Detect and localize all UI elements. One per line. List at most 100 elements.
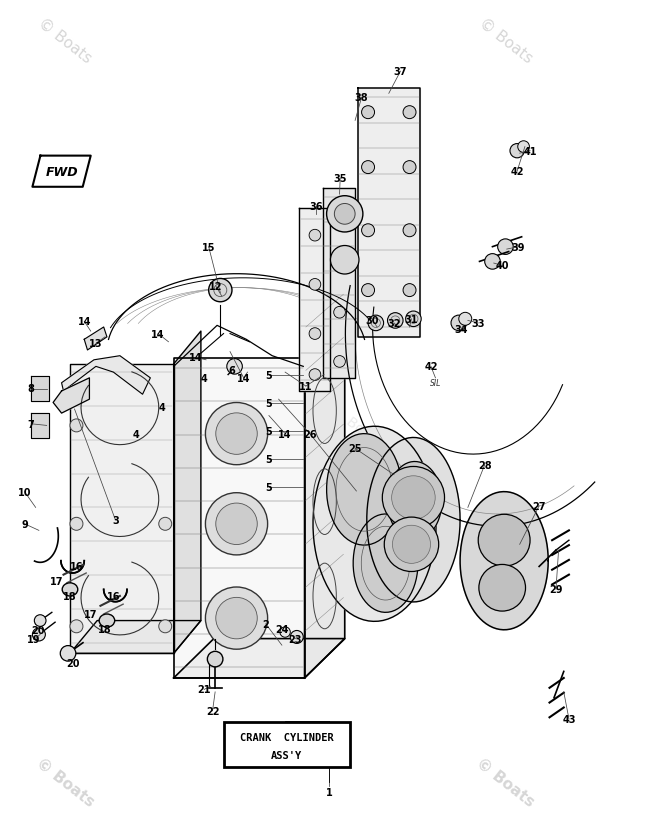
Text: CRANK  CYLINDER: CRANK CYLINDER bbox=[240, 732, 334, 742]
Ellipse shape bbox=[32, 628, 45, 641]
Ellipse shape bbox=[159, 620, 172, 633]
Text: 17: 17 bbox=[84, 609, 97, 619]
Text: 16: 16 bbox=[107, 591, 120, 601]
Ellipse shape bbox=[485, 255, 500, 269]
Text: 4: 4 bbox=[159, 403, 165, 413]
Ellipse shape bbox=[334, 356, 345, 368]
Polygon shape bbox=[460, 492, 548, 630]
Polygon shape bbox=[62, 356, 150, 395]
Ellipse shape bbox=[330, 247, 359, 274]
Polygon shape bbox=[70, 621, 201, 654]
Polygon shape bbox=[313, 427, 436, 622]
Text: 20: 20 bbox=[66, 658, 79, 668]
Text: 20: 20 bbox=[31, 626, 44, 636]
Ellipse shape bbox=[309, 328, 321, 340]
Ellipse shape bbox=[510, 144, 524, 159]
Ellipse shape bbox=[70, 620, 83, 633]
Text: 8: 8 bbox=[28, 384, 34, 394]
Text: 22: 22 bbox=[206, 706, 219, 716]
Text: 41: 41 bbox=[524, 147, 537, 156]
Text: 26: 26 bbox=[303, 429, 316, 439]
Ellipse shape bbox=[290, 631, 303, 644]
Text: 3: 3 bbox=[112, 515, 119, 525]
Text: 14: 14 bbox=[279, 429, 292, 439]
Text: 31: 31 bbox=[405, 314, 418, 324]
Text: 19: 19 bbox=[27, 635, 40, 645]
Polygon shape bbox=[327, 434, 402, 545]
Text: SIL: SIL bbox=[430, 379, 441, 387]
Ellipse shape bbox=[216, 598, 257, 639]
Ellipse shape bbox=[451, 316, 467, 331]
Ellipse shape bbox=[388, 314, 403, 328]
Ellipse shape bbox=[334, 209, 345, 220]
Text: 12: 12 bbox=[209, 282, 222, 292]
Ellipse shape bbox=[216, 504, 257, 545]
Polygon shape bbox=[299, 209, 330, 391]
Polygon shape bbox=[174, 332, 201, 654]
Text: 30: 30 bbox=[366, 316, 379, 326]
Ellipse shape bbox=[403, 284, 416, 297]
Ellipse shape bbox=[205, 587, 268, 649]
Text: 23: 23 bbox=[288, 634, 301, 644]
Text: 42: 42 bbox=[424, 362, 437, 372]
Text: 27: 27 bbox=[533, 501, 546, 511]
Text: 25: 25 bbox=[349, 444, 362, 454]
Text: 42: 42 bbox=[511, 167, 524, 177]
Ellipse shape bbox=[518, 142, 529, 153]
Ellipse shape bbox=[479, 565, 526, 611]
Ellipse shape bbox=[227, 360, 242, 374]
Polygon shape bbox=[84, 328, 107, 351]
Polygon shape bbox=[31, 414, 49, 438]
Text: 14: 14 bbox=[78, 317, 91, 327]
Polygon shape bbox=[388, 462, 442, 541]
Text: 4: 4 bbox=[133, 429, 139, 439]
Bar bbox=[224, 722, 350, 767]
Ellipse shape bbox=[391, 476, 435, 520]
Ellipse shape bbox=[334, 204, 355, 225]
Polygon shape bbox=[174, 639, 345, 678]
Text: 15: 15 bbox=[202, 242, 215, 252]
Ellipse shape bbox=[62, 583, 78, 596]
Text: 9: 9 bbox=[21, 519, 28, 529]
Text: 40: 40 bbox=[496, 261, 509, 271]
Ellipse shape bbox=[403, 106, 416, 120]
Text: © Boats: © Boats bbox=[476, 16, 535, 66]
Text: 36: 36 bbox=[310, 201, 323, 211]
Ellipse shape bbox=[406, 312, 421, 327]
Ellipse shape bbox=[368, 316, 384, 331]
Ellipse shape bbox=[334, 307, 345, 319]
Ellipse shape bbox=[393, 526, 430, 563]
Text: 11: 11 bbox=[299, 382, 312, 391]
Text: 28: 28 bbox=[478, 460, 492, 470]
Polygon shape bbox=[174, 359, 305, 678]
Ellipse shape bbox=[70, 419, 83, 432]
Polygon shape bbox=[32, 156, 91, 188]
Text: 14: 14 bbox=[152, 329, 165, 339]
Ellipse shape bbox=[362, 224, 375, 238]
Text: 32: 32 bbox=[388, 319, 400, 328]
Text: 34: 34 bbox=[455, 324, 468, 334]
Text: 18: 18 bbox=[98, 624, 112, 634]
Ellipse shape bbox=[159, 518, 172, 531]
Ellipse shape bbox=[205, 403, 268, 465]
Ellipse shape bbox=[309, 369, 321, 381]
Text: 14: 14 bbox=[237, 373, 250, 383]
Ellipse shape bbox=[209, 279, 232, 302]
Polygon shape bbox=[358, 88, 420, 337]
Ellipse shape bbox=[382, 467, 445, 529]
Text: 13: 13 bbox=[89, 339, 102, 349]
Polygon shape bbox=[305, 319, 345, 678]
Text: © Boats: © Boats bbox=[35, 16, 95, 66]
Text: 16: 16 bbox=[70, 561, 83, 571]
Text: 5: 5 bbox=[266, 482, 272, 492]
Ellipse shape bbox=[403, 161, 416, 174]
Text: 35: 35 bbox=[334, 174, 347, 183]
Text: 18: 18 bbox=[63, 591, 77, 601]
Ellipse shape bbox=[362, 284, 375, 297]
Text: © Boats: © Boats bbox=[474, 755, 537, 809]
Ellipse shape bbox=[34, 615, 46, 627]
Text: 29: 29 bbox=[550, 585, 562, 595]
Text: 43: 43 bbox=[562, 714, 575, 724]
Text: 5: 5 bbox=[266, 399, 272, 409]
Ellipse shape bbox=[498, 240, 513, 255]
